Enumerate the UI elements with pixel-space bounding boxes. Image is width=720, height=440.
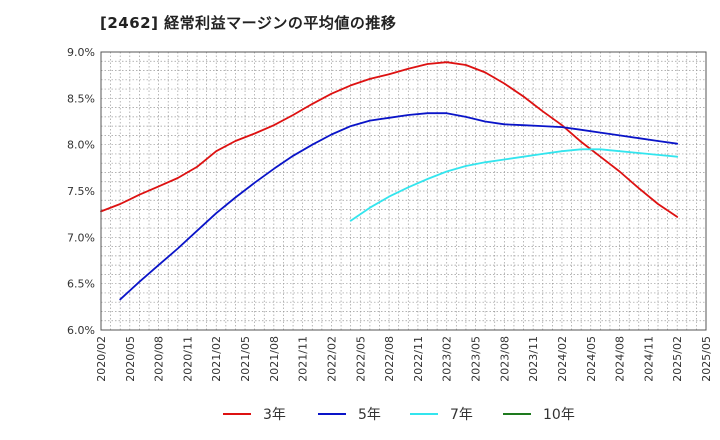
x-tick-label: 2023/08 <box>498 336 511 382</box>
x-tick-label: 2022/08 <box>383 336 396 382</box>
legend-label-3年: 3年 <box>263 407 286 423</box>
y-tick-label: 8.0% <box>67 139 95 152</box>
y-tick-label: 7.0% <box>67 231 95 244</box>
x-tick-label: 2021/11 <box>297 336 310 382</box>
x-tick-label: 2023/05 <box>470 336 483 382</box>
x-tick-label: 2022/05 <box>354 336 367 382</box>
x-tick-label: 2024/05 <box>585 336 598 382</box>
x-tick-label: 2023/02 <box>441 336 454 382</box>
x-tick-label: 2021/02 <box>210 336 223 382</box>
series-line-5年 <box>119 112 679 301</box>
x-tick-label: 2022/11 <box>412 336 425 382</box>
x-tick-label: 2025/02 <box>671 336 684 382</box>
y-tick-label: 9.0% <box>67 46 95 59</box>
y-tick-label: 6.5% <box>67 278 95 291</box>
legend-label-10年: 10年 <box>543 407 575 423</box>
legend-label-7年: 7年 <box>450 407 473 423</box>
plot-frame <box>100 51 707 331</box>
y-tick-label: 8.5% <box>67 92 95 105</box>
x-tick-label: 2020/02 <box>95 336 108 382</box>
y-tick-label: 7.5% <box>67 185 95 198</box>
x-tick-label: 2024/08 <box>614 336 627 382</box>
chart-title: [2462] 経常利益マージンの平均値の推移 <box>100 14 397 32</box>
x-tick-label: 2023/11 <box>527 336 540 382</box>
x-tick-label: 2020/08 <box>153 336 166 382</box>
x-tick-label: 2021/05 <box>239 336 252 382</box>
x-tick-label: 2020/05 <box>124 336 137 382</box>
x-tick-label: 2022/02 <box>325 336 338 382</box>
x-tick-label: 2025/05 <box>700 336 713 382</box>
legend-label-5年: 5年 <box>358 407 381 423</box>
y-tick-label: 6.0% <box>67 324 95 337</box>
x-tick-label: 2024/11 <box>642 336 655 382</box>
x-tick-label: 2020/11 <box>181 336 194 382</box>
x-tick-label: 2021/08 <box>268 336 281 382</box>
series-line-7年 <box>349 148 679 222</box>
series-line-3年 <box>100 61 679 218</box>
x-tick-label: 2024/02 <box>556 336 569 382</box>
